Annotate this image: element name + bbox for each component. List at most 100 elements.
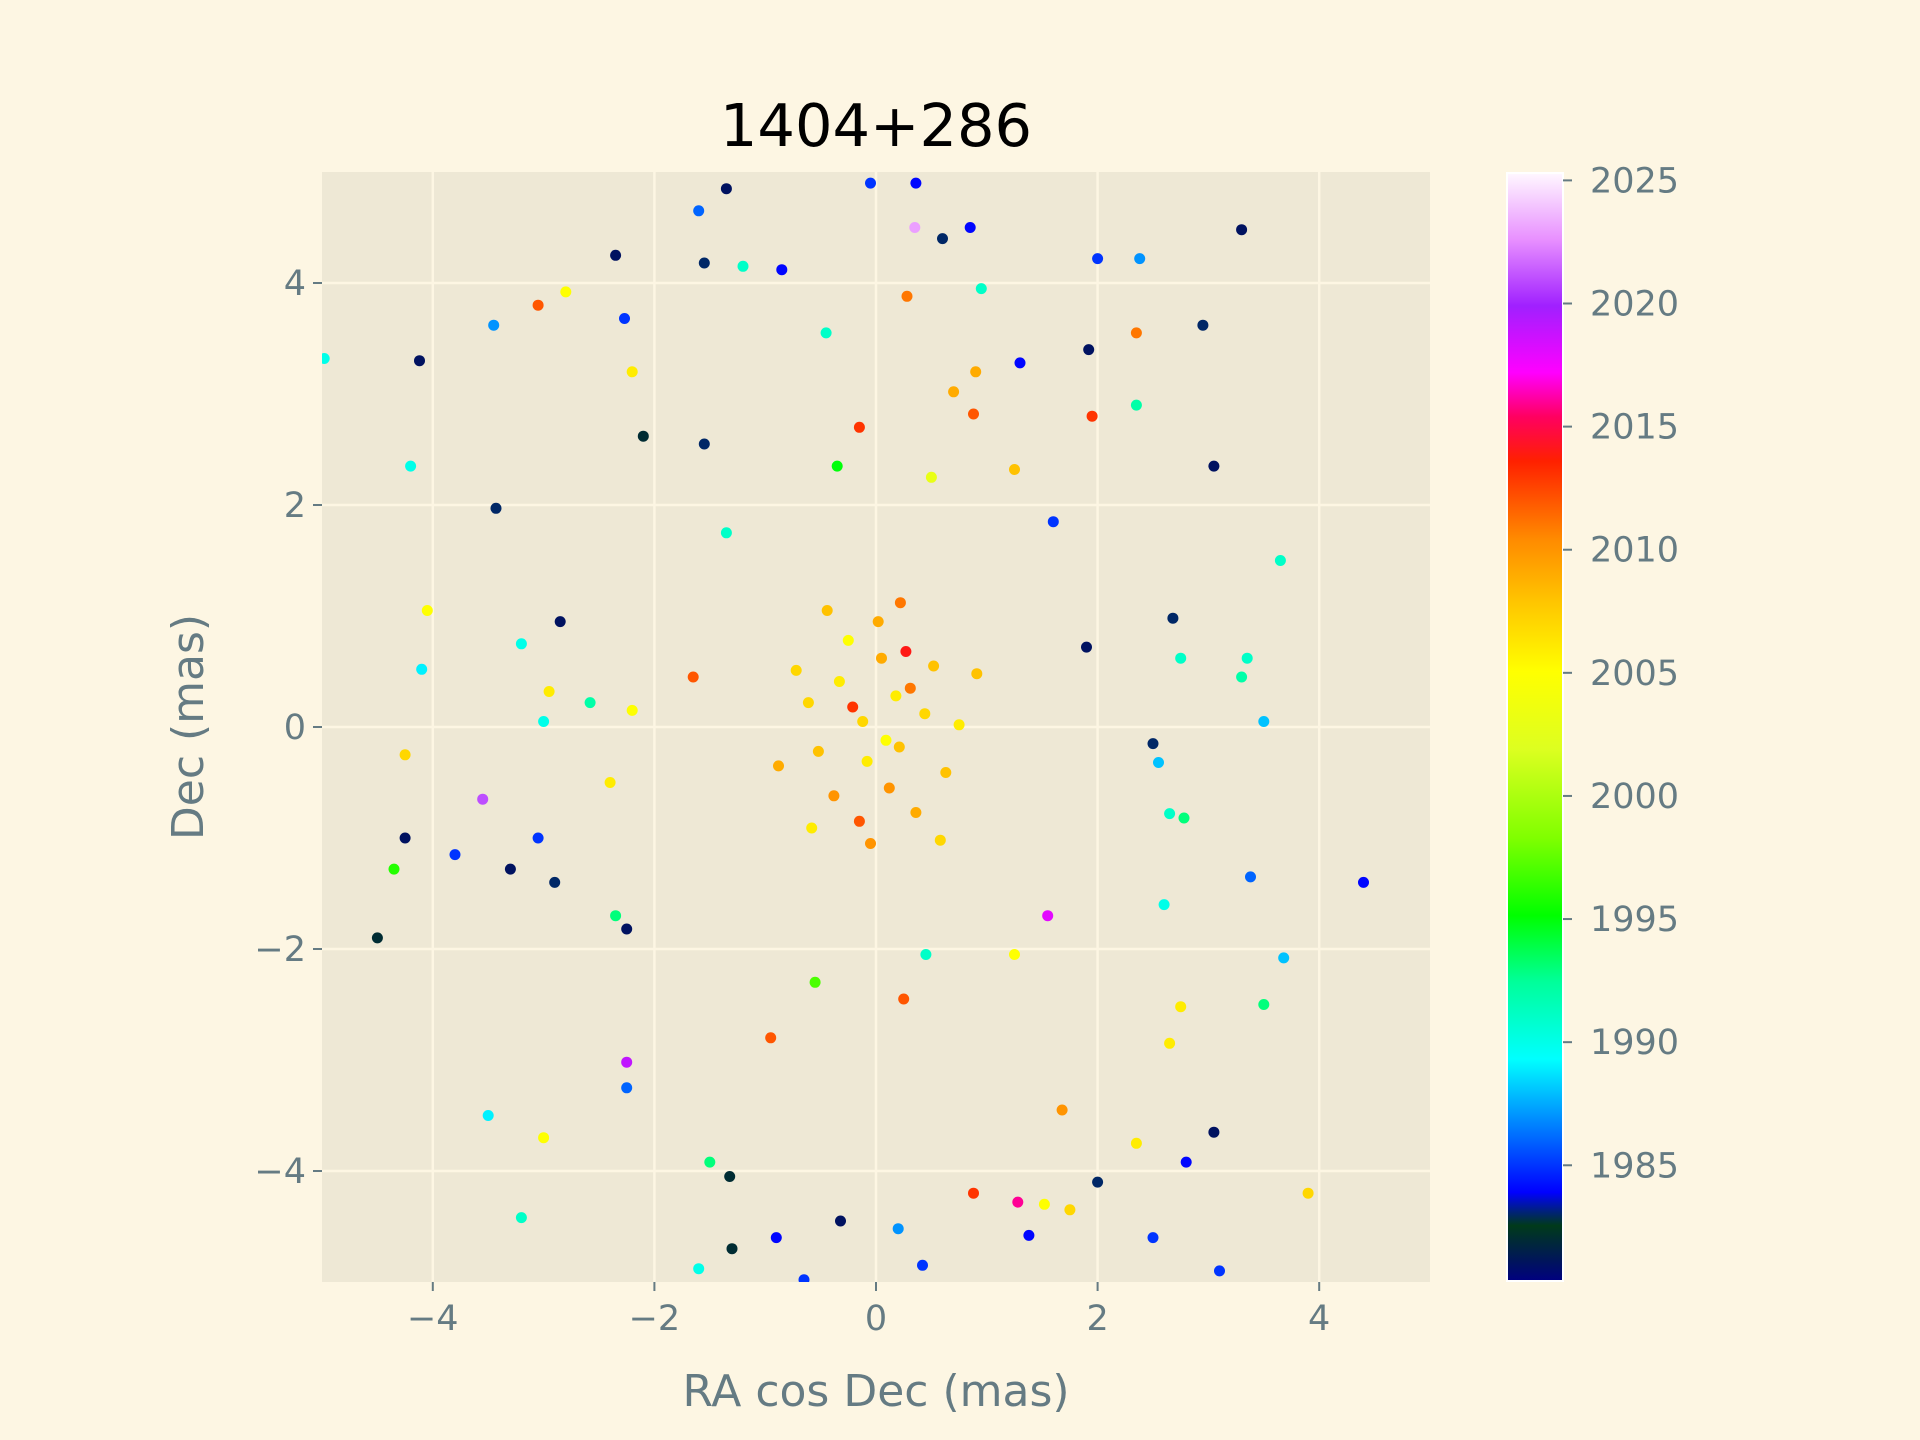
scatter-point: [449, 849, 461, 861]
scatter-point: [610, 910, 622, 922]
scatter-point: [1158, 899, 1170, 911]
scatter-point: [515, 1212, 527, 1224]
scatter-point: [919, 708, 931, 720]
scatter-point: [1167, 612, 1179, 624]
scatter-point: [584, 697, 596, 709]
scatter-point: [904, 682, 916, 694]
scatter-point: [1258, 716, 1270, 727]
y-tick-label: −2: [254, 930, 306, 970]
scatter-point: [687, 671, 699, 683]
scatter-point: [371, 932, 383, 944]
scatter-point: [1064, 1204, 1076, 1216]
scatter-point: [1208, 1126, 1220, 1138]
scatter-point: [883, 782, 895, 794]
scatter-point: [704, 1156, 716, 1168]
scatter-point: [621, 1082, 633, 1094]
scatter-point: [1023, 1229, 1035, 1241]
colorbar-tick-label: 1985: [1590, 1146, 1679, 1186]
scatter-point: [934, 834, 946, 846]
scatter-point: [554, 616, 566, 628]
scatter-point: [538, 1132, 550, 1144]
scatter-point: [1134, 253, 1146, 265]
scatter-point: [937, 233, 948, 245]
scatter-point: [1083, 344, 1095, 356]
scatter-point: [909, 222, 921, 233]
colorbar: [1506, 172, 1564, 1282]
scatter-point: [821, 605, 833, 616]
scatter-point: [482, 1110, 494, 1121]
scatter-point: [847, 701, 859, 713]
scatter-point: [720, 183, 732, 195]
scatter-point: [532, 299, 544, 311]
scatter-point: [900, 646, 912, 657]
scatter-point: [876, 652, 887, 664]
scatter-point: [968, 1187, 979, 1199]
scatter-point: [1245, 871, 1256, 883]
scatter-point: [543, 686, 555, 697]
scatter-point: [619, 313, 630, 324]
scatter-point: [1164, 808, 1176, 820]
y-tick-label: 0: [284, 708, 306, 748]
scatter-point: [892, 1223, 904, 1235]
scatter-point: [1258, 999, 1270, 1010]
scatter-point: [975, 283, 987, 295]
scatter-point: [857, 716, 869, 727]
scatter-point: [925, 471, 937, 483]
scatter-point: [773, 760, 784, 772]
scatter-point: [940, 767, 952, 778]
scatter-point: [770, 1232, 782, 1244]
scatter-point: [1175, 652, 1187, 664]
scatter-point: [698, 257, 710, 269]
scatter-point: [490, 502, 502, 514]
scatter-point: [865, 177, 876, 189]
colorbar-tick-label: 2010: [1590, 531, 1679, 571]
colorbar-tick-label: 2015: [1590, 408, 1679, 448]
scatter-point: [720, 527, 732, 539]
scatter-point: [626, 704, 638, 716]
scatter-point: [693, 1263, 705, 1275]
scatter-point: [1130, 399, 1142, 411]
colorbar-tick-label: 2000: [1590, 777, 1679, 817]
scatter-point: [970, 366, 982, 378]
x-tick-label: 4: [1308, 1299, 1330, 1339]
scatter-point: [893, 741, 905, 753]
scatter-point: [831, 460, 843, 472]
scatter-point: [515, 638, 527, 650]
colorbar-tick-label: 2025: [1590, 161, 1679, 201]
scatter-point: [853, 421, 865, 433]
scatter-point: [724, 1171, 736, 1182]
scatter-point: [872, 616, 884, 628]
scatter-point: [828, 790, 840, 802]
scatter-point: [865, 838, 876, 849]
scatter-point: [898, 993, 910, 1005]
scatter-point: [399, 832, 411, 844]
scatter-point: [538, 716, 550, 727]
scatter-point: [835, 1215, 846, 1227]
scatter-point: [861, 755, 873, 767]
colorbar-tick-label: 1990: [1590, 1023, 1679, 1063]
scatter-point: [910, 807, 922, 818]
scatter-point: [698, 438, 710, 450]
scatter-point: [549, 876, 561, 888]
scatter-point: [820, 327, 832, 339]
scatter-point: [726, 1243, 738, 1255]
x-tick-label: 2: [1086, 1299, 1108, 1339]
scatter-point: [637, 430, 649, 442]
scatter-point: [405, 460, 417, 472]
scatter-point: [1178, 812, 1190, 824]
scatter-point: [920, 949, 932, 960]
x-tick-label: −2: [629, 1299, 681, 1339]
scatter-point: [399, 749, 411, 761]
scatter-point: [1302, 1187, 1314, 1199]
scatter-point: [322, 353, 330, 364]
scatter-point: [621, 1056, 633, 1068]
y-tick-label: 2: [284, 486, 306, 526]
scatter-point: [1147, 738, 1159, 750]
scatter-point: [928, 660, 940, 672]
scatter-point: [806, 822, 818, 834]
scatter-point: [1241, 652, 1253, 664]
scatter-point: [894, 597, 906, 609]
scatter-point: [1153, 757, 1164, 768]
scatter-point: [1086, 410, 1098, 422]
